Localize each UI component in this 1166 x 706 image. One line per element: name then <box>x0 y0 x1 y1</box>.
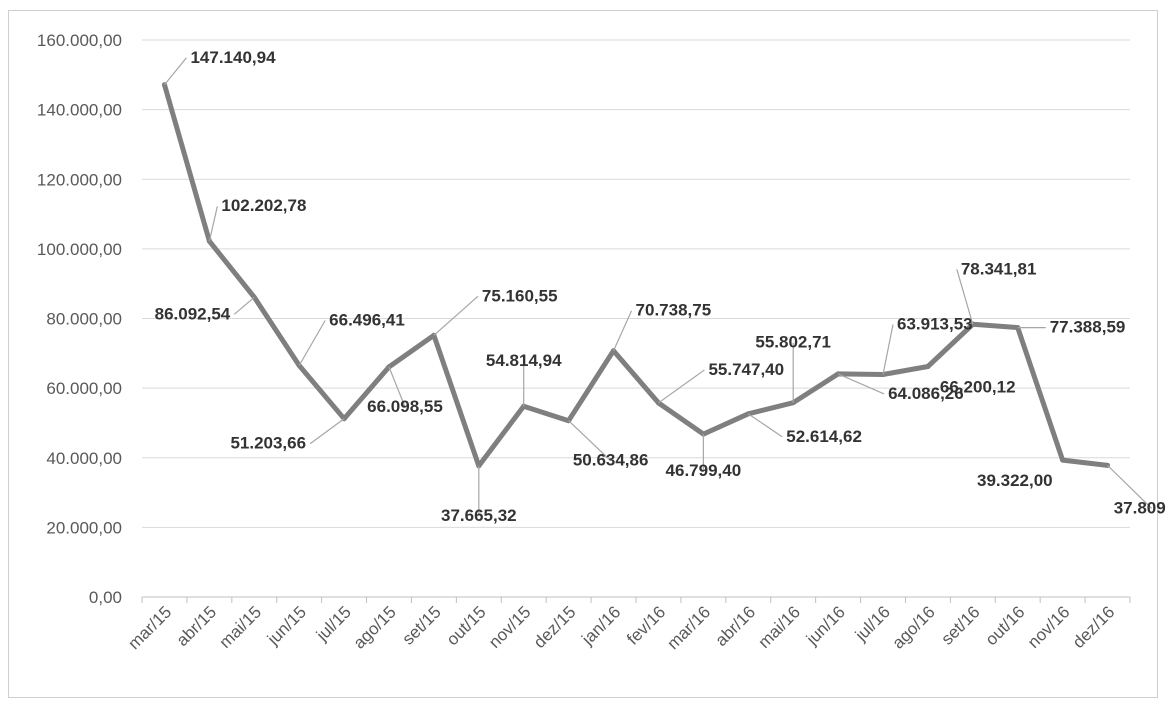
data-label: 70.738,75 <box>636 301 712 320</box>
data-label-leader <box>658 369 705 404</box>
data-label: 66.200,12 <box>940 378 1016 397</box>
chart-frame <box>8 10 1158 698</box>
y-tick-label: 100.000,00 <box>37 240 122 259</box>
data-label: 66.496,41 <box>329 311 405 330</box>
data-label: 50.634,86 <box>573 451 649 470</box>
data-label: 66.098,55 <box>367 397 443 416</box>
x-tick-label: set/16 <box>937 602 983 648</box>
x-tick-label: mar/16 <box>663 602 714 653</box>
data-label: 78.341,81 <box>961 259 1037 278</box>
x-tick-label: jan/16 <box>577 602 624 649</box>
y-tick-label: 120.000,00 <box>37 170 122 189</box>
data-label: 86.092,54 <box>155 304 231 323</box>
data-label-leader <box>309 418 345 445</box>
x-tick-label: dez/15 <box>530 602 580 652</box>
data-label: 64.086,26 <box>888 384 964 403</box>
data-point <box>1060 457 1066 463</box>
data-label: 52.614,62 <box>786 427 862 446</box>
data-label-leader <box>882 324 894 375</box>
data-label-leader <box>1107 464 1152 509</box>
data-label: 37.809,63 <box>1114 498 1166 517</box>
data-label-leader <box>388 366 406 408</box>
data-label-leader <box>568 420 612 462</box>
data-label-leader <box>233 296 255 315</box>
x-tick-label: abr/15 <box>173 602 221 650</box>
data-label-leader <box>298 320 326 366</box>
y-tick-label: 160.000,00 <box>37 31 122 50</box>
y-tick-label: 80.000,00 <box>46 310 122 329</box>
y-tick-label: 0,00 <box>89 588 122 607</box>
data-label-leader <box>747 413 783 438</box>
data-label: 51.203,66 <box>230 434 306 453</box>
data-label: 55.747,40 <box>708 360 784 379</box>
data-point <box>925 364 931 370</box>
data-label: 46.799,40 <box>666 461 742 480</box>
data-label: 63.913,53 <box>897 315 973 334</box>
x-tick-label: dez/16 <box>1069 602 1119 652</box>
data-label: 54.814,94 <box>486 351 562 370</box>
x-tick-label: jul/16 <box>851 602 894 645</box>
data-label: 75.160,55 <box>482 286 558 305</box>
y-tick-label: 40.000,00 <box>46 449 122 468</box>
x-tick-label: set/15 <box>399 602 445 648</box>
x-tick-label: jun/15 <box>263 602 310 649</box>
data-label: 102.202,78 <box>221 196 306 215</box>
y-tick-label: 60.000,00 <box>46 379 122 398</box>
x-tick-label: ago/15 <box>350 602 400 652</box>
x-tick-label: out/15 <box>443 602 490 649</box>
data-label: 39.322,00 <box>977 471 1053 490</box>
data-label: 77.388,59 <box>1050 318 1126 337</box>
x-tick-label: nov/16 <box>1024 602 1074 652</box>
x-tick-label: nov/15 <box>485 602 535 652</box>
x-tick-label: abr/16 <box>712 602 760 650</box>
data-label: 37.665,32 <box>441 506 517 525</box>
x-tick-label: ago/16 <box>889 602 939 652</box>
data-label-leader <box>956 269 974 325</box>
x-tick-label: jun/16 <box>802 602 849 649</box>
series-line <box>162 82 1110 469</box>
data-label: 147.140,94 <box>190 48 276 67</box>
data-label-leader <box>612 310 633 351</box>
x-tick-label: mar/15 <box>124 602 175 653</box>
x-tick-label: jul/15 <box>312 602 355 645</box>
x-tick-label: mai/16 <box>754 602 804 652</box>
y-tick-label: 140.000,00 <box>37 101 122 120</box>
data-label-leader <box>837 373 885 395</box>
y-tick-label: 20.000,00 <box>46 518 122 537</box>
data-label-leader <box>208 206 218 242</box>
data-label-leader <box>433 295 479 336</box>
data-label: 55.802,71 <box>755 333 831 352</box>
x-tick-label: fev/16 <box>623 602 669 648</box>
x-tick-label: out/16 <box>982 602 1029 649</box>
data-label-leader <box>163 57 187 86</box>
x-tick-label: mai/15 <box>216 602 266 652</box>
